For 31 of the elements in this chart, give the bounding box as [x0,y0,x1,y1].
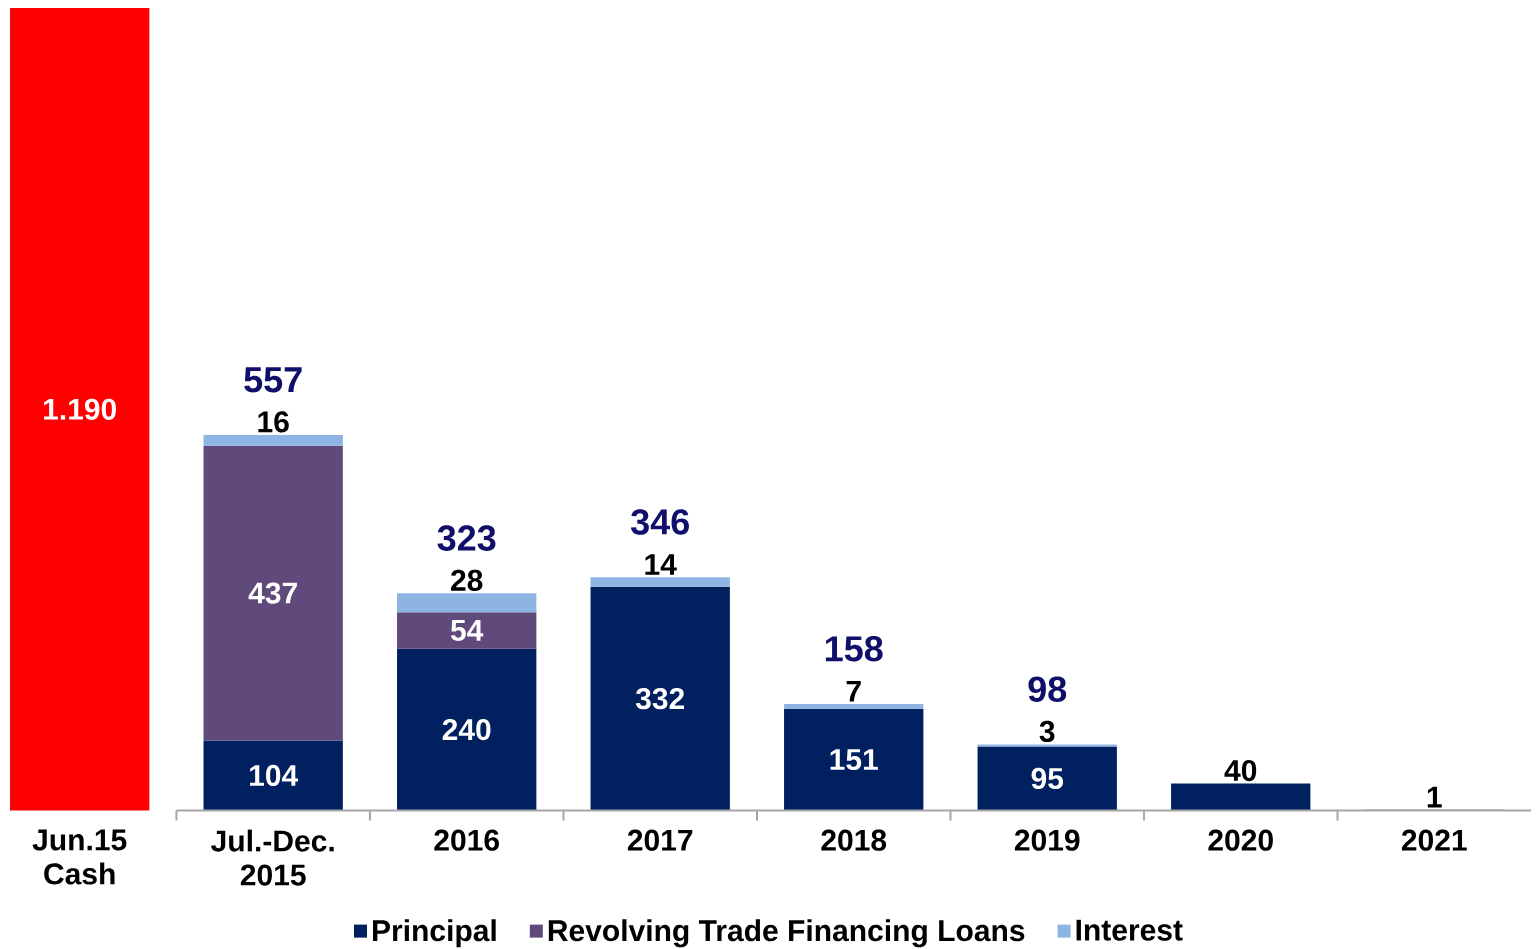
data-label: 151 [830,749,878,771]
x-tick-label: 2021 [1401,829,1467,852]
data-label: 7 [846,681,861,702]
x-tick-label: Jun.15 Cash [32,829,127,885]
data-label: 1.190 [44,398,116,421]
x-tick-label: 2017 [627,829,693,852]
data-label: 240 [442,719,491,741]
data-label: 16 [258,411,289,433]
legend-label: Interest [1076,919,1183,941]
data-label: 54 [450,620,484,642]
total-label: 98 [1028,676,1067,703]
data-label: 104 [250,765,299,787]
data-label: 28 [451,569,483,592]
total-label: 557 [244,367,302,393]
data-label: 40 [1224,760,1257,782]
data-label: 332 [635,688,685,710]
x-tick-label: Jul.-Dec. 2015 [211,829,334,886]
data-label: 3 [1039,720,1055,743]
data-label: 437 [248,582,297,604]
x-tick-label: 2018 [821,829,887,852]
total-label: 323 [437,525,496,552]
data-label: 14 [645,554,677,575]
total-label: 346 [630,509,689,535]
legend-label: Principal [373,919,496,948]
x-tick-label: 2016 [434,829,499,852]
data-label: 1 [1427,786,1442,808]
x-tick-label: 2020 [1208,829,1273,852]
x-tick-label: 2019 [1014,829,1080,852]
total-label: 158 [825,636,883,662]
data-label: 95 [1031,768,1064,790]
legend-label: Revolving Trade Financing Loans [548,919,1025,948]
